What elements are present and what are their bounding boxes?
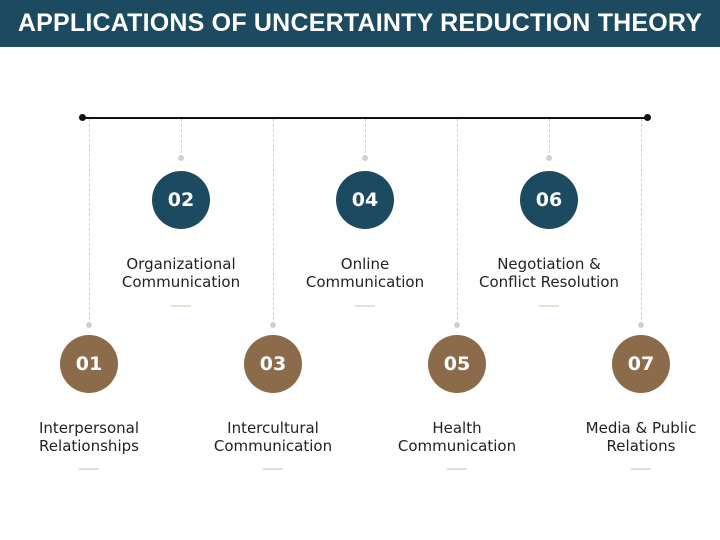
connector-dot <box>638 322 644 328</box>
step-label-line-2: Communication <box>305 273 425 291</box>
connector-line <box>457 119 458 325</box>
step-label: Health Communication <box>377 419 537 455</box>
connector-dot <box>86 322 92 328</box>
label-underline <box>631 468 651 470</box>
step-label-line-1: Media & Public <box>585 419 697 437</box>
step-label: Intercultural Communication <box>193 419 353 455</box>
page-title: APPLICATIONS OF UNCERTAINTY REDUCTION TH… <box>17 9 703 37</box>
label-underline <box>263 468 283 470</box>
label-underline <box>539 305 559 307</box>
step-label: Organizational Communication <box>101 255 261 291</box>
step-label-line-2: Relations <box>606 437 676 455</box>
step-number: 04 <box>351 189 379 211</box>
connector-line <box>549 119 550 158</box>
step-number: 06 <box>535 189 563 211</box>
step-label-line-1: Interpersonal <box>39 419 139 437</box>
label-underline <box>355 305 375 307</box>
timeline-line <box>82 117 648 119</box>
step-number-badge: 04 <box>336 171 394 229</box>
step-label-line-2: Communication <box>397 437 517 455</box>
step-number-badge: 01 <box>60 335 118 393</box>
connector-line <box>641 119 642 325</box>
step-label-line-1: Negotiation & <box>497 255 601 273</box>
connector-dot <box>178 155 184 161</box>
step-number: 01 <box>75 353 103 375</box>
step-label: Online Communication <box>285 255 445 291</box>
step-number: 02 <box>167 189 195 211</box>
step-number: 05 <box>443 353 471 375</box>
step-label-line-1: Intercultural <box>227 419 319 437</box>
step-label: Media & Public Relations <box>561 419 720 455</box>
connector-line <box>273 119 274 325</box>
step-label-line-1: Online <box>340 255 390 273</box>
title-bar: APPLICATIONS OF UNCERTAINTY REDUCTION TH… <box>0 0 720 47</box>
timeline-end-dot <box>644 114 651 121</box>
step-label-line-2: Communication <box>121 273 241 291</box>
label-underline <box>171 305 191 307</box>
step-number-badge: 03 <box>244 335 302 393</box>
connector-dot <box>362 155 368 161</box>
step-number-badge: 07 <box>612 335 670 393</box>
step-label-line-2: Conflict Resolution <box>478 273 620 291</box>
step-label-line-1: Health <box>432 419 482 437</box>
step-number: 07 <box>627 353 655 375</box>
connector-line <box>181 119 182 158</box>
connector-line <box>365 119 366 158</box>
label-underline <box>79 468 99 470</box>
step-number-badge: 02 <box>152 171 210 229</box>
connector-line <box>89 119 90 325</box>
label-underline <box>447 468 467 470</box>
step-number: 03 <box>259 353 287 375</box>
step-label: Negotiation & Conflict Resolution <box>469 255 629 291</box>
step-number-badge: 05 <box>428 335 486 393</box>
connector-dot <box>270 322 276 328</box>
timeline-start-dot <box>79 114 86 121</box>
step-label-line-1: Organizational <box>126 255 236 273</box>
connector-dot <box>546 155 552 161</box>
step-number-badge: 06 <box>520 171 578 229</box>
step-label-line-2: Relationships <box>39 437 139 455</box>
step-label: Interpersonal Relationships <box>9 419 169 455</box>
step-label-line-2: Communication <box>213 437 333 455</box>
connector-dot <box>454 322 460 328</box>
